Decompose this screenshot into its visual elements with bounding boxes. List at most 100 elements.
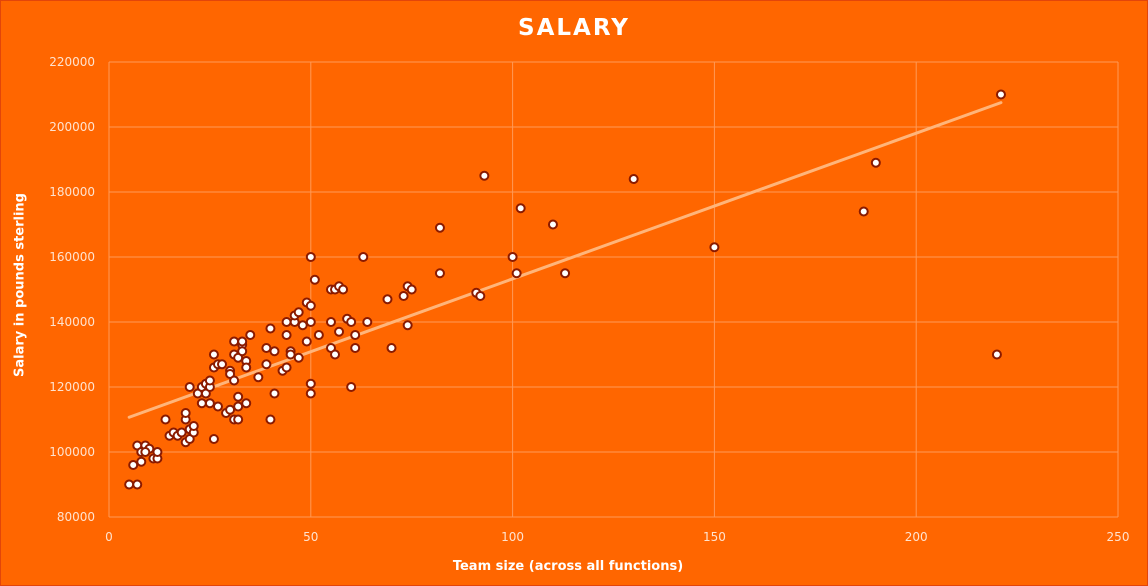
data-point <box>204 375 215 386</box>
data-point <box>511 268 522 279</box>
y-tick-label: 220000 <box>49 55 95 69</box>
data-point <box>281 362 292 373</box>
x-tick-label: 0 <box>105 530 113 544</box>
data-point <box>241 362 252 373</box>
data-point <box>305 252 316 262</box>
trendline <box>127 101 1003 419</box>
chart-title: SALARY <box>518 15 630 41</box>
data-point <box>208 349 219 360</box>
data-point <box>305 388 316 399</box>
data-point <box>261 343 272 353</box>
y-tick-label: 100000 <box>49 445 95 459</box>
data-point <box>346 317 357 327</box>
data-point <box>241 398 252 409</box>
data-point <box>233 401 244 412</box>
data-point <box>269 388 280 399</box>
data-point <box>350 330 361 340</box>
data-point <box>338 284 349 295</box>
data-point <box>124 479 135 490</box>
data-point <box>180 408 191 418</box>
data-point <box>434 222 445 233</box>
data-point <box>281 317 292 327</box>
data-point <box>382 294 393 305</box>
data-point <box>995 89 1006 100</box>
data-point <box>265 414 276 425</box>
data-point <box>334 326 345 337</box>
data-point <box>128 460 139 470</box>
data-point <box>991 349 1002 360</box>
y-tick-label: 120000 <box>49 380 95 394</box>
y-tick-label: 160000 <box>49 250 95 264</box>
data-point <box>136 456 147 467</box>
data-point <box>362 317 373 327</box>
data-point <box>293 307 304 318</box>
x-axis-title: Team size (across all functions) <box>452 559 684 574</box>
data-point <box>204 398 215 409</box>
data-point <box>208 434 219 444</box>
data-point <box>709 242 720 253</box>
y-tick-label: 80000 <box>57 510 95 524</box>
data-point <box>188 421 199 431</box>
data-point <box>229 375 240 386</box>
y-tick-label: 140000 <box>49 315 95 329</box>
data-point <box>269 346 280 357</box>
data-point <box>285 349 296 360</box>
data-point <box>212 401 223 412</box>
data-point <box>350 343 361 353</box>
data-point <box>152 447 163 457</box>
data-point <box>398 291 409 301</box>
data-point <box>479 170 490 181</box>
data-point <box>402 320 413 331</box>
data-point <box>297 320 308 331</box>
data-point <box>225 404 236 415</box>
data-point <box>313 330 324 340</box>
data-point <box>132 479 143 490</box>
data-point <box>406 284 417 295</box>
data-point <box>217 359 228 370</box>
data-point <box>261 359 272 370</box>
data-point <box>245 330 256 340</box>
data-point <box>196 398 207 409</box>
data-point <box>301 336 312 347</box>
data-point <box>547 219 558 230</box>
data-point <box>184 382 195 392</box>
data-point <box>305 317 316 327</box>
data-point <box>434 268 445 279</box>
data-point <box>281 330 292 340</box>
data-point <box>160 414 171 425</box>
data-point <box>346 382 357 392</box>
data-point <box>233 391 244 402</box>
data-point <box>176 427 187 438</box>
data-point <box>237 336 248 347</box>
axis-ticks: 80000 100000 120000 140000 160000 180000 20000… <box>49 55 1129 544</box>
data-point <box>237 346 248 357</box>
trendline-layer <box>127 101 1003 419</box>
data-point <box>475 291 486 301</box>
y-axis-title: Salary in pounds sterling <box>12 193 28 377</box>
data-point <box>325 317 336 327</box>
data-point <box>305 378 316 389</box>
data-points <box>124 89 1006 490</box>
x-tick-label: 50 <box>303 530 318 544</box>
data-point <box>330 349 341 360</box>
data-point <box>870 157 881 168</box>
y-tick-label: 200000 <box>49 120 95 134</box>
data-point <box>628 174 639 184</box>
y-tick-label: 180000 <box>49 185 95 199</box>
data-point <box>253 372 264 383</box>
data-point <box>229 336 240 347</box>
data-point <box>386 343 397 353</box>
data-point <box>233 414 244 425</box>
data-point <box>560 268 571 279</box>
data-point <box>515 203 526 214</box>
data-point <box>358 252 369 262</box>
x-tick-label: 200 <box>905 530 928 544</box>
data-point <box>293 352 304 363</box>
data-point <box>309 274 320 285</box>
x-tick-label: 150 <box>703 530 726 544</box>
x-tick-label: 250 <box>1107 530 1130 544</box>
data-point <box>140 447 151 457</box>
x-tick-label: 100 <box>501 530 524 544</box>
